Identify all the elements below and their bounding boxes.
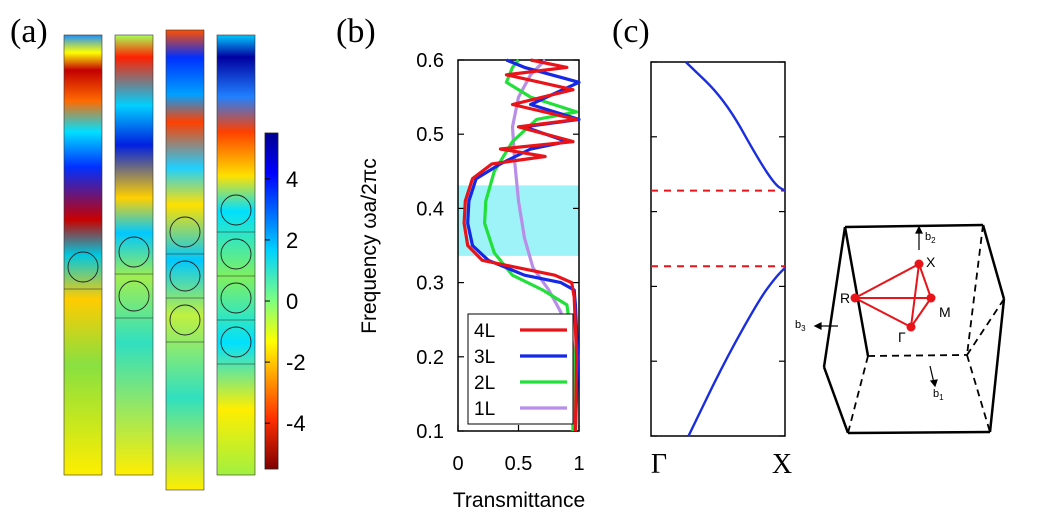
y-tick-label: 0.4 <box>416 198 444 220</box>
y-tick-label: 0.2 <box>416 347 444 369</box>
label-x: X <box>926 254 936 270</box>
y-tick-label: 0.1 <box>416 421 444 443</box>
svg-text:b2: b2 <box>925 231 936 245</box>
series-4l <box>462 58 579 432</box>
y-tick-label: 0.6 <box>416 50 444 72</box>
b1-subscript: 1 <box>939 393 944 402</box>
point-x <box>914 259 924 269</box>
air-hole <box>220 282 252 314</box>
x-tick-label: 1 <box>573 453 584 475</box>
svg-text:b3: b3 <box>795 319 806 333</box>
label-r: R <box>840 290 850 306</box>
field-strips <box>63 29 256 491</box>
point-gamma <box>906 322 916 332</box>
cube-edges <box>822 223 1006 435</box>
air-hole <box>118 280 150 312</box>
colorbar-tick-label: -2 <box>286 350 306 375</box>
air-hole <box>169 304 201 336</box>
irreducible-zone-lines <box>854 263 932 328</box>
legend-label: 3L <box>474 347 495 368</box>
colorbar-tick-label: 0 <box>286 289 298 314</box>
air-hole <box>220 194 252 226</box>
x-tick-label: 0 <box>452 453 463 475</box>
panel-label-b: (b) <box>336 13 376 50</box>
reciprocal-vectors <box>813 225 938 388</box>
band-axis-ticks <box>651 61 785 437</box>
colorbar-tick-label: 4 <box>286 167 298 192</box>
band-lower-band <box>687 266 786 437</box>
band-series <box>684 61 786 437</box>
b1-symbol: b <box>933 388 939 400</box>
cube-hidden-edges <box>847 224 1005 434</box>
b2-symbol: b <box>925 231 931 243</box>
panel-label-c: (c) <box>612 13 650 50</box>
transmittance-chart: 0.1 0.2 0.3 0.4 0.5 0.6 0 0.5 1 Transmittance Fr… <box>358 50 585 512</box>
label-m: M <box>939 304 951 320</box>
transmittance-axis-ticks: 0.1 0.2 0.3 0.4 0.5 0.6 0 0.5 1 <box>416 50 584 475</box>
band-plot-frame <box>650 61 786 437</box>
colorbar-ticks: 4 2 0 -2 -4 <box>265 167 306 436</box>
svg-text:b1: b1 <box>933 388 944 402</box>
brillouin-zone-diagram: X R M Γ b2 b3 b1 <box>795 223 1006 435</box>
legend-box <box>467 313 574 425</box>
symmetry-points <box>850 259 936 332</box>
band-gap-edges <box>651 189 785 268</box>
band-upper-band <box>684 61 786 192</box>
air-hole <box>220 238 252 270</box>
air-hole <box>220 326 252 358</box>
air-hole <box>67 251 99 283</box>
legend-label: 1L <box>474 399 495 420</box>
air-hole-rows <box>64 194 255 365</box>
band-structure-chart: Γ X <box>650 61 792 480</box>
b3-subscript: 3 <box>801 324 806 333</box>
colorbar-tick-label: 2 <box>286 228 298 253</box>
air-hole <box>169 260 201 292</box>
air-hole <box>169 216 201 248</box>
b2-subscript: 2 <box>931 236 936 245</box>
colorbar: 4 2 0 -2 -4 <box>264 132 306 470</box>
field-strip-3 <box>165 29 205 491</box>
y-tick-label: 0.3 <box>416 273 444 295</box>
field-strip-1 <box>63 34 103 476</box>
series-2l <box>483 58 579 432</box>
tick-label-x: X <box>772 449 792 480</box>
field-strip-4 <box>216 34 256 476</box>
label-gamma: Γ <box>898 329 906 345</box>
colorbar-tick-label: -4 <box>286 411 306 436</box>
x-tick-label: 0.5 <box>505 453 533 475</box>
y-tick-label: 0.5 <box>416 124 444 146</box>
point-m <box>926 293 936 303</box>
x-axis-label: Transmittance <box>453 489 585 512</box>
legend-label: 2L <box>474 373 495 394</box>
air-hole <box>118 236 150 268</box>
tick-label-gamma: Γ <box>651 449 667 480</box>
legend-label: 4L <box>474 321 495 342</box>
b3-symbol: b <box>795 319 801 331</box>
legend: 4L 3L 2L 1L <box>474 321 567 420</box>
point-r <box>850 293 860 303</box>
y-axis-label: Frequency ωa/2πc <box>358 158 381 334</box>
panel-label-a: (a) <box>10 13 48 50</box>
field-strip-2 <box>114 34 154 476</box>
